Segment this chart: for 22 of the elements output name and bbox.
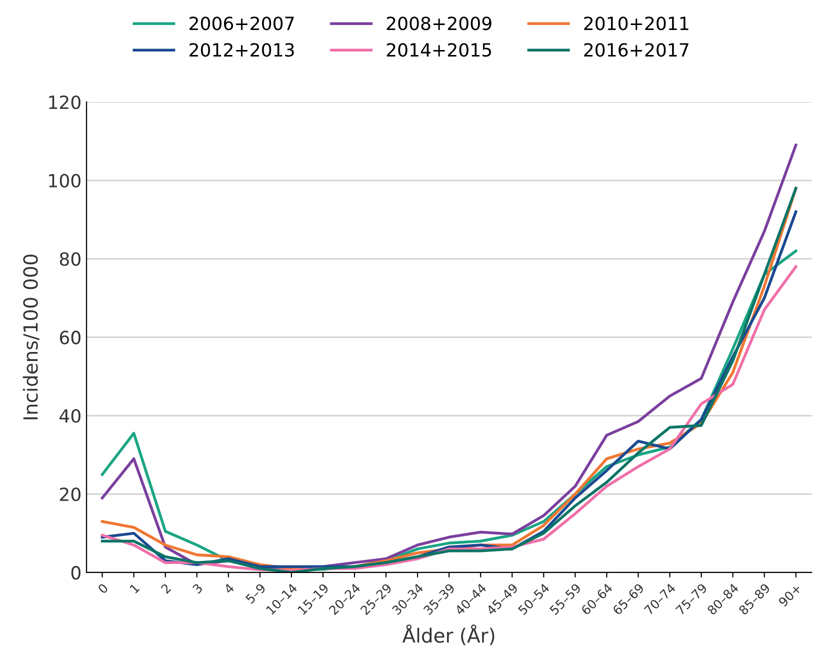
y-tick-label: 100	[49, 174, 80, 188]
x-tick-label: 3	[192, 583, 203, 594]
legend-label: 2006+2007	[190, 16, 294, 30]
y-axis-title: Incidens/100 000	[22, 254, 40, 420]
x-tick-label: 5–9	[245, 582, 266, 604]
y-tick-label: 60	[60, 330, 80, 344]
legend-label: 2010+2011	[584, 16, 688, 30]
legend-label: 2014+2015	[386, 43, 492, 57]
x-tick-label: 4	[223, 582, 235, 594]
x-axis-title: Ålder (År)	[402, 624, 494, 646]
legend-label: 2016+2017	[584, 43, 688, 57]
x-tick-label: 2	[160, 583, 172, 594]
y-tick-label: 120	[49, 95, 80, 110]
y-tick-label: 20	[60, 488, 80, 502]
y-tick-label: 40	[60, 409, 80, 423]
legend-label: 2008+2009	[386, 16, 492, 30]
legend-label: 2012+2013	[190, 43, 294, 57]
x-tick-label: 1	[129, 583, 140, 594]
y-tick-label: 80	[60, 252, 80, 266]
y-tick-label: 0	[71, 566, 80, 580]
x-tick-label: 90+	[778, 583, 802, 608]
x-tick-label: 0	[97, 582, 109, 594]
